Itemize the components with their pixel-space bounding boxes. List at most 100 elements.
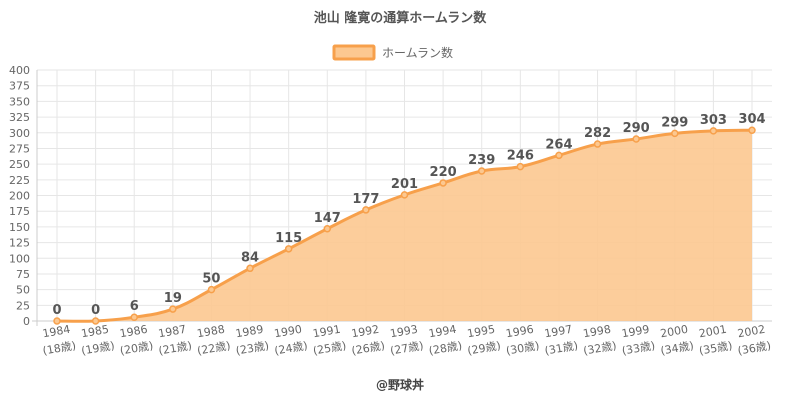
y-tick-label: 175 <box>9 205 30 218</box>
x-tick-sublabel: (35歳) <box>698 339 733 358</box>
data-label: 239 <box>468 153 495 168</box>
legend-label: ホームラン数 <box>382 45 453 60</box>
data-label: 304 <box>738 112 765 127</box>
y-axis: 0 25 50 75 100 125 150 175 200 225 250 275 300 325 350… <box>9 64 30 328</box>
x-tick: 1985(19歳) <box>80 323 116 358</box>
x-tick-sublabel: (22歳) <box>196 339 231 358</box>
data-label: 264 <box>545 137 572 152</box>
x-tick: 1984(18歳) <box>41 323 77 358</box>
data-point[interactable] <box>593 140 602 148</box>
y-tick-label: 75 <box>16 268 30 281</box>
data-label: 147 <box>314 211 341 226</box>
data-label: 201 <box>391 177 418 192</box>
data-label: 115 <box>275 231 302 246</box>
data-point[interactable] <box>53 317 61 325</box>
x-tick-label: 1995 <box>466 323 496 341</box>
data-point[interactable] <box>362 206 370 214</box>
x-tick-label: 2002 <box>736 323 766 341</box>
data-point[interactable] <box>555 151 563 160</box>
chart-title: 池山 隆寛の通算ホームラン数 <box>314 10 487 26</box>
x-tick: 1988(22歳) <box>196 323 232 358</box>
x-tick-sublabel: (30歳) <box>505 339 540 358</box>
x-tick: 1992(26歳) <box>350 323 386 358</box>
data-point[interactable] <box>671 129 679 138</box>
x-tick: 1993(27歳) <box>389 323 425 358</box>
data-point[interactable] <box>632 135 640 143</box>
x-tick: 1990(24歳) <box>273 323 309 358</box>
x-tick: 2000(34歳) <box>659 323 695 358</box>
y-tick-label: 400 <box>9 64 30 77</box>
data-label: 84 <box>241 250 259 265</box>
data-label: 177 <box>352 192 379 207</box>
y-tick-label: 200 <box>9 190 30 203</box>
x-tick: 1999(33歳) <box>621 323 657 358</box>
x-tick: 1987(21歳) <box>157 323 193 358</box>
data-point[interactable] <box>516 162 525 171</box>
x-tick: 2002(36歳) <box>736 323 772 358</box>
data-point[interactable] <box>748 126 756 134</box>
data-point[interactable] <box>246 264 254 273</box>
x-tick-label: 1993 <box>389 323 419 341</box>
x-tick-label: 1991 <box>312 323 342 341</box>
data-point[interactable] <box>477 167 486 175</box>
x-axis: 1984(18歳)1985(19歳)1986(20歳)1987(21歳)1988… <box>41 323 772 358</box>
x-tick-sublabel: (23歳) <box>235 339 270 358</box>
x-tick-sublabel: (19歳) <box>80 339 115 358</box>
x-tick-sublabel: (27歳) <box>389 339 424 358</box>
data-point[interactable] <box>207 285 216 294</box>
x-tick-label: 1997 <box>543 323 573 341</box>
x-tick-sublabel: (21歳) <box>158 339 193 358</box>
x-tick: 1989(23歳) <box>235 323 271 358</box>
x-tick: 1991(25歳) <box>312 323 348 358</box>
x-tick-label: 1985 <box>80 323 110 341</box>
x-tick-label: 1990 <box>273 323 303 341</box>
x-tick: 1996(30歳) <box>505 323 541 358</box>
x-tick-label: 1986 <box>119 323 149 341</box>
y-tick-label: 100 <box>9 252 30 265</box>
data-point[interactable] <box>169 305 177 313</box>
footer-credit: @野球丼 <box>376 377 424 392</box>
data-point[interactable] <box>400 191 409 199</box>
data-labels: 0 0 6 19 50 84 115 147 177 201 220 239 246 264 282 290 2… <box>52 112 765 318</box>
y-tick-label: 375 <box>9 80 30 93</box>
data-label: 0 <box>91 303 100 318</box>
x-tick-sublabel: (25歳) <box>312 339 347 358</box>
data-label: 6 <box>130 299 139 314</box>
data-label: 220 <box>430 165 457 180</box>
data-label: 303 <box>700 113 727 128</box>
x-tick-label: 1994 <box>428 323 458 341</box>
y-tick-label: 300 <box>9 127 30 140</box>
x-tick-sublabel: (26歳) <box>351 339 386 358</box>
data-point[interactable] <box>284 245 293 253</box>
data-label: 299 <box>661 115 688 130</box>
data-point[interactable] <box>323 225 332 233</box>
data-label: 282 <box>584 126 611 141</box>
x-tick-sublabel: (31歳) <box>544 339 579 358</box>
x-tick: 1994(28歳) <box>428 323 464 358</box>
x-tick-sublabel: (20歳) <box>119 339 154 358</box>
x-tick: 1995(29歳) <box>466 323 502 358</box>
y-tick-label: 0 <box>23 315 30 328</box>
x-tick-label: 2001 <box>698 323 728 341</box>
x-tick-label: 1989 <box>235 323 265 341</box>
y-tick-label: 25 <box>16 299 30 312</box>
data-point[interactable] <box>91 317 100 325</box>
legend[interactable]: ホームラン数 <box>332 44 453 61</box>
x-tick: 1998(32歳) <box>582 323 618 358</box>
data-point[interactable] <box>709 127 718 135</box>
x-tick-label: 1998 <box>582 323 612 341</box>
x-tick-label: 2000 <box>659 323 689 341</box>
series-points <box>53 126 756 325</box>
y-tick-label: 325 <box>9 111 30 124</box>
data-point[interactable] <box>439 179 447 187</box>
data-point[interactable] <box>130 313 138 321</box>
x-tick-label: 1992 <box>350 323 380 341</box>
x-tick-sublabel: (28歳) <box>428 339 463 358</box>
data-label: 290 <box>623 121 650 136</box>
series-fill <box>57 130 752 322</box>
x-tick-sublabel: (32歳) <box>582 339 617 358</box>
x-tick-sublabel: (34歳) <box>659 339 694 358</box>
y-tick-label: 125 <box>9 237 30 250</box>
data-label: 246 <box>507 149 534 164</box>
y-tick-label: 250 <box>9 158 30 171</box>
